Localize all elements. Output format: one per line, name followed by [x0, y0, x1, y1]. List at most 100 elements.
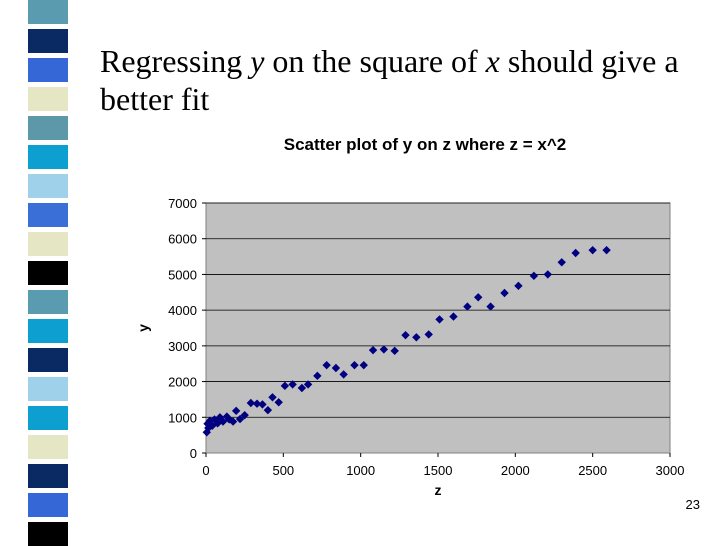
- data-point: [379, 345, 389, 354]
- data-point: [412, 333, 421, 342]
- stripe-separator: [28, 140, 68, 145]
- gridlines: [206, 202, 670, 418]
- data-point: [322, 360, 331, 370]
- stripe-block: [28, 174, 68, 198]
- data-point: [258, 400, 267, 409]
- slide-title: Regressing y on the square of x should g…: [100, 42, 700, 118]
- x-tick-label: 2500: [578, 463, 607, 478]
- stripe-block: [28, 203, 68, 227]
- data-point: [235, 414, 245, 424]
- stripe-separator: [28, 459, 68, 464]
- stripe-separator: [28, 372, 68, 377]
- x-tick-label: 0: [202, 463, 209, 478]
- data-point: [474, 293, 483, 302]
- stripe-separator: [28, 111, 68, 116]
- data-point: [231, 406, 241, 416]
- stripe-separator: [28, 82, 68, 87]
- x-tick-label: 3000: [656, 463, 685, 478]
- stripe-separator: [28, 430, 68, 435]
- data-point: [268, 393, 277, 402]
- stripe-separator: [28, 343, 68, 348]
- data-point: [280, 381, 290, 391]
- data-point: [368, 345, 378, 355]
- stripe-block: [28, 319, 68, 343]
- y-tick-label: 4000: [168, 303, 197, 318]
- x-tick-label: 1500: [424, 463, 453, 478]
- stripe-separator: [28, 256, 68, 261]
- stripe-block: [28, 87, 68, 111]
- y-tick-label: 1000: [168, 410, 197, 425]
- page-number: 23: [685, 497, 700, 512]
- y-tick-label: 5000: [168, 267, 197, 282]
- data-point: [449, 312, 458, 321]
- x-tick-label: 2000: [501, 463, 530, 478]
- y-tick-label: 3000: [168, 339, 197, 354]
- data-point: [288, 380, 297, 389]
- data-point: [303, 380, 313, 389]
- y-tick-label: 6000: [168, 232, 197, 247]
- data-point: [331, 363, 341, 373]
- x-axis-label: z: [435, 482, 442, 498]
- data-point: [228, 417, 238, 426]
- stripe-separator: [28, 401, 68, 406]
- stripe-block: [28, 145, 68, 169]
- stripe-block: [28, 58, 68, 82]
- stripe-block: [28, 348, 68, 372]
- decorative-color-stripe: [28, 0, 68, 546]
- y-axis-label: y: [135, 324, 151, 332]
- stripe-block: [28, 377, 68, 401]
- stripe-block: [28, 406, 68, 430]
- data-point: [435, 315, 444, 324]
- y-tick-label: 0: [190, 446, 197, 461]
- data-point: [463, 302, 472, 311]
- stripe-separator: [28, 53, 68, 58]
- x-tick-label: 500: [272, 463, 294, 478]
- slide-title-part: Regressing: [100, 43, 251, 79]
- stripe-block: [28, 0, 68, 24]
- y-tick-label: 7000: [168, 196, 197, 211]
- stripe-separator: [28, 198, 68, 203]
- slide-title-part: on the square of: [264, 43, 486, 79]
- data-points: [202, 245, 611, 437]
- stripe-separator: [28, 517, 68, 522]
- stripe-block: [28, 464, 68, 488]
- stripe-separator: [28, 488, 68, 493]
- stripe-separator: [28, 285, 68, 290]
- stripe-block: [28, 29, 68, 53]
- x-tick-label: 1000: [346, 463, 375, 478]
- slide-title-part: y: [250, 43, 265, 79]
- data-point: [486, 302, 495, 311]
- slide-title-part: x: [485, 43, 500, 79]
- plot-area: [205, 202, 671, 454]
- slide-title-part: should give a better fit: [100, 43, 679, 117]
- data-point: [313, 371, 322, 381]
- stripe-block: [28, 232, 68, 256]
- data-point: [339, 370, 348, 379]
- stripe-separator: [28, 227, 68, 232]
- data-point: [246, 398, 256, 408]
- stripe-separator: [28, 24, 68, 29]
- stripe-block: [28, 290, 68, 314]
- stripe-block: [28, 116, 68, 140]
- y-axis-ticks: 0 1000 2000 3000 4000 5000 6000 7000: [168, 196, 206, 461]
- data-point: [571, 248, 580, 258]
- data-point: [359, 360, 368, 370]
- stripe-separator: [28, 169, 68, 174]
- data-point: [424, 330, 433, 339]
- stripe-block: [28, 522, 68, 546]
- scatter-chart: Scatter plot of y on z where z = x^2 0 10…: [135, 135, 684, 498]
- data-point: [297, 383, 307, 393]
- chart-title: Scatter plot of y on z where z = x^2: [284, 135, 566, 154]
- data-point: [252, 399, 262, 408]
- data-point: [500, 288, 509, 298]
- data-point: [240, 410, 249, 420]
- data-point: [543, 270, 553, 279]
- stripe-block: [28, 435, 68, 459]
- y-tick-label: 2000: [168, 375, 197, 390]
- stripe-block: [28, 493, 68, 517]
- data-point: [350, 360, 359, 370]
- stripe-separator: [28, 314, 68, 319]
- x-axis-ticks: 0 500 1000 1500 2000 2500 3000: [202, 453, 684, 478]
- stripe-block: [28, 261, 68, 285]
